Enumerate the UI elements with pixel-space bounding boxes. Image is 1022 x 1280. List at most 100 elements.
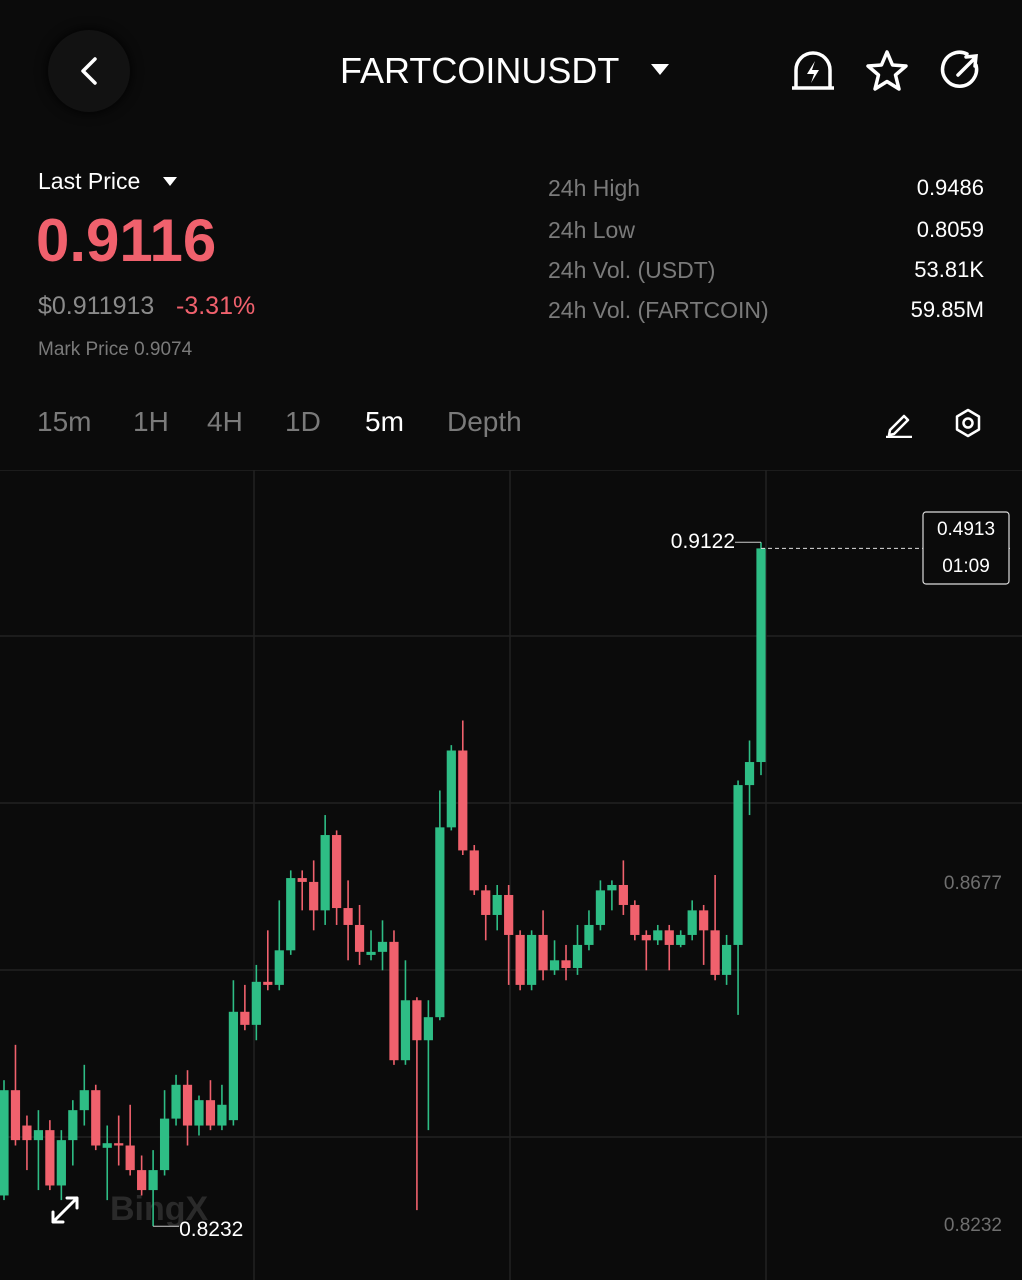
settings-icon[interactable] [953, 408, 983, 438]
stat-value: 0.9486 [916, 175, 984, 200]
candle-body [332, 835, 342, 909]
candle-body [79, 1090, 89, 1111]
candle-body [572, 944, 583, 968]
candle-body [263, 981, 273, 985]
candle-body [435, 827, 445, 1018]
draw-icon[interactable] [884, 408, 914, 438]
candle-body [744, 762, 755, 786]
usd-price: $0.911913 [38, 292, 155, 320]
candle-body [137, 1170, 147, 1191]
candle-body [469, 850, 479, 891]
y-tick-label: 0.8232 [944, 1215, 1002, 1236]
countdown-time: 01:09 [942, 556, 990, 577]
candle-body [721, 944, 732, 975]
candle-body [125, 1145, 135, 1171]
candle-body [687, 910, 697, 935]
symbol[interactable]: FARTCOINUSDT [340, 50, 620, 91]
tab[interactable]: Depth [447, 406, 522, 437]
tab[interactable]: 1H [133, 406, 169, 437]
tab[interactable]: 5m [365, 406, 404, 437]
favorite-icon[interactable] [864, 48, 910, 94]
candle-body [91, 1090, 101, 1146]
candle-body [527, 934, 537, 985]
low-label: 0.8232 [179, 1218, 243, 1241]
candle-body [171, 1084, 181, 1119]
candle-body [641, 934, 651, 941]
candle-body [320, 835, 330, 911]
candle-body [699, 910, 709, 931]
candle-body [68, 1110, 78, 1141]
candle-body [595, 890, 606, 925]
candle-body [549, 960, 560, 971]
last-price: 0.9116 [36, 207, 217, 274]
candle-body [607, 884, 617, 891]
price-change: -3.31% [176, 292, 256, 320]
candle-body [630, 904, 640, 935]
candle-body [653, 930, 663, 941]
candle-body [756, 548, 766, 763]
countdown-box [922, 511, 1010, 585]
candle-body [10, 1090, 21, 1141]
candle-body [481, 890, 491, 915]
mark-price: Mark Price 0.9074 [38, 339, 193, 360]
back-icon [81, 57, 97, 85]
candle-body [538, 934, 548, 971]
candle-body [504, 894, 514, 935]
stat-value: 53.81K [914, 257, 984, 282]
watermark: BingX [110, 1190, 209, 1228]
candle-body [710, 930, 720, 975]
candle-body [286, 878, 296, 951]
candle-body [182, 1084, 193, 1126]
candle-body [366, 951, 376, 955]
candle-body [148, 1170, 158, 1191]
candle-body [251, 981, 261, 1025]
candle-body [22, 1125, 32, 1141]
grid [0, 470, 1022, 1280]
candle-body [33, 1130, 44, 1141]
candle-body [205, 1100, 216, 1126]
expand-icon[interactable] [51, 1196, 79, 1224]
stat-label: 24h High [548, 175, 641, 201]
chart: BingX 0.8677 0.8232 0.9122 0.8232 0.4913 01:0… [0, 470, 1022, 1280]
candle-body [423, 1017, 433, 1041]
candle-body [274, 950, 284, 985]
stat-value: 0.8059 [916, 217, 984, 242]
candle-body [309, 881, 319, 911]
candle-body [159, 1118, 170, 1171]
price-dropdown[interactable] [162, 176, 178, 188]
candle-body [618, 884, 628, 905]
candle-body [217, 1104, 227, 1126]
candle-body [515, 934, 525, 985]
candle-body [389, 941, 399, 1061]
back-button[interactable] [48, 30, 130, 112]
last-price-label[interactable]: Last Price [38, 168, 141, 194]
stat-label: 24h Vol. (USDT) [548, 257, 716, 283]
alert-icon[interactable] [790, 48, 836, 94]
candle-body [676, 934, 686, 945]
tab[interactable]: 4H [207, 406, 243, 437]
tab[interactable]: 1D [285, 406, 321, 437]
candle-body [297, 878, 307, 882]
stat-value: 59.85M [910, 297, 984, 322]
candle-body [354, 924, 365, 952]
candle-body [102, 1143, 112, 1148]
y-tick-label: 0.8677 [944, 873, 1002, 894]
stat-label: 24h Low [548, 217, 635, 243]
candle-body [584, 924, 594, 945]
candle-body [0, 1090, 9, 1196]
candle-body [412, 1000, 422, 1041]
candle-body [228, 1011, 238, 1121]
tab[interactable]: 15m [37, 406, 92, 437]
candle-body [56, 1140, 66, 1186]
candle-body [343, 908, 353, 925]
high-label: 0.9122 [671, 530, 735, 553]
candle-body [458, 750, 468, 851]
countdown-price: 0.4913 [937, 519, 995, 540]
candle-body [114, 1143, 124, 1146]
candle-body [400, 1000, 411, 1061]
symbol-dropdown[interactable] [650, 62, 670, 78]
stat-label: 24h Vol. (FARTCOIN) [548, 297, 769, 323]
candle-body [664, 930, 674, 945]
share-icon[interactable] [938, 48, 984, 94]
